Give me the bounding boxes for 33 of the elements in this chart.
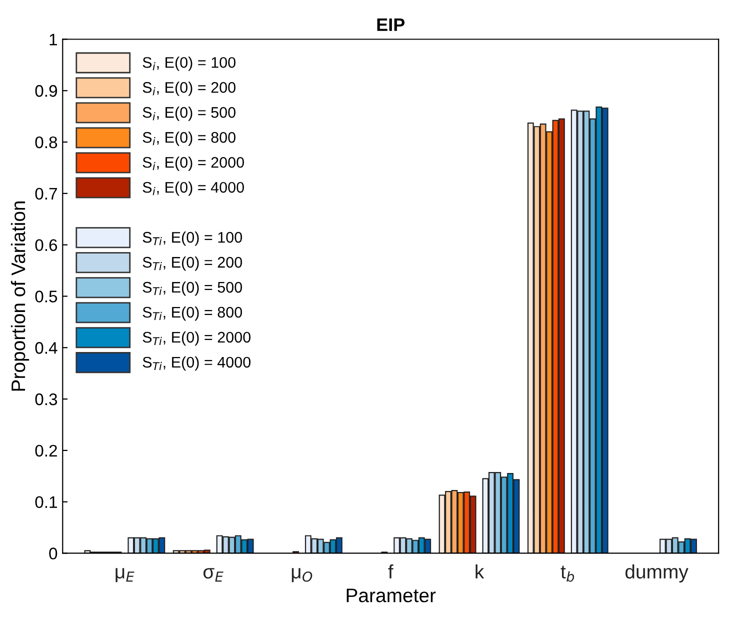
y-tick-label: 0.3	[35, 393, 58, 406]
x-tick-label: f	[388, 564, 394, 578]
y-tick-label: 0.8	[35, 136, 58, 148]
x-tick-label: k	[476, 564, 484, 578]
legend-label: S$_{i}$, E(0) = 800	[142, 132, 236, 146]
x-tick-label: t$_{b}$	[560, 566, 574, 582]
legend-label: S$_{Ti}$, E(0) = 2000	[142, 331, 250, 346]
legend-label: S$_{i}$, E(0) = 4000	[142, 182, 244, 196]
legend-label: S$_{i}$, E(0) = 500	[142, 106, 236, 121]
x-tick-label: dummy	[625, 564, 688, 582]
y-tick-label: 0.1	[35, 496, 57, 508]
y-tick-label: 0.4	[35, 342, 58, 354]
legend-label: S$_{Ti}$, E(0) = 200	[142, 256, 242, 271]
legend-label: S$_{Ti}$, E(0) = 800	[142, 306, 242, 321]
legend-label: S$_{i}$, E(0) = 100	[142, 56, 236, 71]
legend-label: S$_{Ti}$, E(0) = 100	[142, 232, 242, 246]
y-tick-label: 0.7	[35, 188, 57, 200]
y-tick-label: 0.5	[35, 290, 58, 302]
y-tick-label: 0	[49, 548, 58, 560]
legend-label: S$_{i}$, E(0) = 2000	[142, 156, 244, 171]
x-tick-label: μ$_{E}$	[116, 568, 134, 582]
y-tick-label: 0.9	[35, 85, 57, 97]
legend-label: S$_{i}$, E(0) = 200	[142, 82, 236, 96]
legend-label: S$_{Ti}$, E(0) = 500	[142, 281, 242, 296]
y-tick-label: 1	[50, 34, 57, 46]
x-tick-label: σ$_{E}$	[203, 568, 224, 582]
chart-title: EIP	[377, 18, 405, 31]
legend-label: S$_{Ti}$, E(0) = 4000	[142, 356, 250, 371]
y-tick-label: 0.6	[35, 239, 58, 252]
y-tick-label: 0.2	[35, 444, 57, 457]
y-axis-title: Proportion of Variation	[10, 201, 30, 391]
x-tick-label: μ$_{O}$	[292, 568, 312, 582]
x-axis-title: Parameter	[346, 588, 436, 602]
